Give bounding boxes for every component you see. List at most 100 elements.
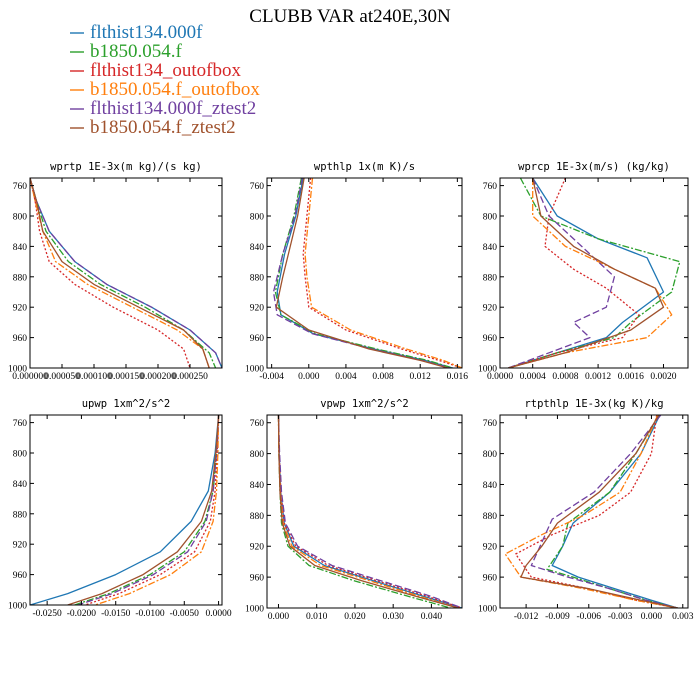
x-tick-label: -0.003 (608, 612, 633, 622)
series-line (94, 415, 220, 605)
x-tick-label: 0.0004 (520, 372, 546, 382)
y-tick-label: 840 (483, 243, 498, 253)
series-group (507, 178, 681, 368)
legend-label: flthist134.000f_ztest2 (90, 98, 256, 119)
x-tick-label: -0.006 (577, 612, 602, 622)
legend: flthist134.000fb1850.054.fflthist134_out… (70, 22, 260, 138)
y-tick-label: 840 (13, 480, 28, 490)
series-line (530, 415, 678, 608)
series-group (30, 415, 220, 605)
y-tick-label: 800 (13, 213, 28, 223)
series-line (77, 415, 220, 605)
x-tick-label: 0.000 (298, 372, 320, 382)
series-line (546, 415, 678, 608)
y-tick-label: 880 (13, 273, 28, 283)
x-tick-label: 0.000200 (140, 372, 176, 382)
legend-label: b1850.054.f_ztest2 (90, 117, 236, 138)
legend-label: flthist134.000f (90, 22, 203, 43)
x-tick-label: 0.003 (672, 612, 694, 622)
series-line (276, 178, 453, 368)
y-tick-label: 960 (483, 574, 498, 584)
plot-frame (266, 177, 463, 369)
x-tick-label: -0.0050 (170, 609, 200, 619)
x-tick-label: -0.009 (545, 612, 570, 622)
y-tick-label: 760 (250, 419, 265, 429)
x-tick-label: 0.000000 (12, 372, 48, 382)
x-tick-label: 0.004 (335, 372, 357, 382)
y-tick-label: 960 (250, 574, 265, 584)
series-group (504, 415, 678, 608)
x-tick-label: -0.0150 (101, 609, 131, 619)
series-line (277, 415, 462, 608)
x-tick-label: 0.016 (447, 372, 469, 382)
series-line (508, 178, 665, 368)
panel-title: wprtp 1E-3x(m kg)/(s kg) (50, 161, 202, 173)
series-line (30, 178, 217, 368)
chart-panel: wpthlp 1x(m K)/s 760 800 840 880 920 960 1000-0… (245, 161, 468, 382)
y-tick-label: 760 (13, 419, 28, 429)
y-tick-label: 1000 (245, 605, 264, 615)
y-tick-label: 920 (250, 543, 265, 553)
series-line (508, 178, 673, 368)
series-line (30, 415, 220, 605)
y-tick-label: 960 (13, 571, 28, 581)
y-tick-label: 920 (483, 304, 498, 314)
y-tick-label: 880 (483, 512, 498, 522)
legend-item: flthist134.000f (70, 22, 203, 43)
x-tick-label: 0.040 (421, 612, 443, 622)
legend-item: b1850.054.f_ztest2 (70, 117, 236, 138)
panel-title: wprcp 1E-3x(m/s) (kg/kg) (518, 161, 670, 173)
plot-frame (29, 414, 223, 606)
series-line (515, 415, 678, 608)
series-line (551, 415, 678, 608)
y-tick-label: 760 (13, 182, 28, 192)
plot-frame (266, 414, 463, 609)
series-line (275, 178, 449, 368)
x-tick-label: -0.0250 (32, 609, 62, 619)
x-tick-label: 0.020 (344, 612, 366, 622)
x-tick-label: -0.004 (259, 372, 284, 382)
main-title: CLUBB VAR at240E,30N (249, 6, 451, 27)
y-tick-label: 840 (483, 481, 498, 491)
y-tick-label: 1000 (478, 365, 497, 375)
y-tick-label: 1000 (8, 602, 27, 612)
x-tick-label: 0.008 (372, 372, 394, 382)
legend-label: b1850.054.f_outofbox (90, 79, 260, 100)
series-group (272, 178, 462, 368)
series-line (30, 178, 222, 368)
series-line (277, 415, 451, 608)
y-tick-label: 880 (13, 510, 28, 520)
x-tick-label: 0.010 (306, 612, 328, 622)
y-tick-label: 840 (13, 243, 28, 253)
y-tick-label: 840 (250, 243, 265, 253)
y-tick-label: 800 (250, 450, 265, 460)
x-tick-label: 0.000050 (44, 372, 80, 382)
x-tick-label: 0.0000 (487, 372, 513, 382)
x-tick-label: 0.000100 (76, 372, 112, 382)
y-tick-label: 1000 (8, 365, 27, 375)
y-tick-label: 760 (483, 182, 498, 192)
y-tick-label: 960 (13, 334, 28, 344)
legend-item: flthist134_outofbox (70, 60, 241, 81)
y-tick-label: 1000 (245, 365, 264, 375)
x-tick-label: 0.0020 (650, 372, 676, 382)
x-tick-label: 0.0008 (552, 372, 578, 382)
series-line (504, 415, 678, 608)
y-tick-label: 920 (483, 543, 498, 553)
legend-label: b1850.054.f (90, 41, 183, 62)
series-line (508, 178, 681, 368)
series-line (274, 178, 453, 368)
series-line (84, 415, 220, 605)
y-tick-label: 800 (250, 213, 265, 223)
legend-item: flthist134.000f_ztest2 (70, 98, 256, 119)
y-tick-label: 840 (250, 481, 265, 491)
y-tick-label: 880 (250, 273, 265, 283)
y-tick-label: 880 (250, 512, 265, 522)
series-line (507, 178, 616, 368)
series-line (30, 178, 210, 368)
series-group (30, 178, 222, 368)
y-tick-label: 880 (483, 273, 498, 283)
panel-title: vpwp 1xm^2/s^2 (320, 398, 409, 410)
x-tick-label: -0.012 (514, 612, 539, 622)
y-tick-label: 960 (483, 334, 498, 344)
